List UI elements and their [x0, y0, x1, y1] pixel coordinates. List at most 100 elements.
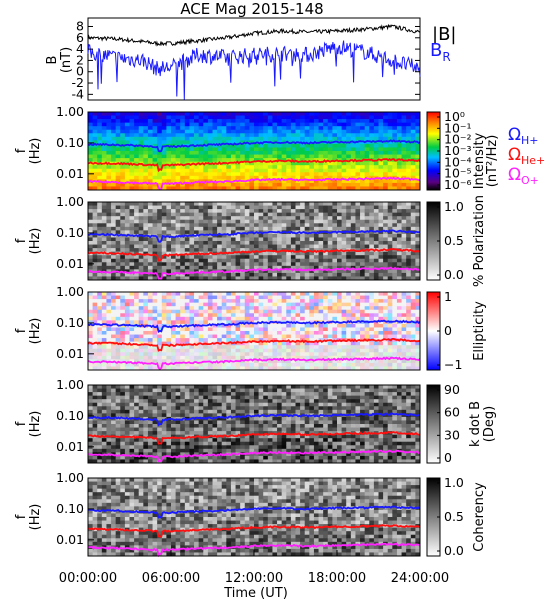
intensity-cell — [221, 119, 227, 124]
ellipticity-cell — [277, 309, 283, 314]
intensity-cell — [263, 129, 269, 134]
intensity-cell — [272, 115, 278, 120]
intensity-cell — [106, 112, 112, 116]
polarization-cell — [263, 241, 269, 245]
intensity-cell — [323, 112, 329, 116]
polarization-cell — [184, 244, 190, 249]
polarization-cell — [166, 244, 172, 249]
intensity-cell — [217, 133, 223, 138]
ellipticity-cell — [111, 292, 117, 296]
polarization-cell — [129, 226, 135, 231]
polarization-cell — [304, 258, 310, 263]
polarization-cell — [221, 262, 227, 267]
polarization-cell — [147, 272, 153, 277]
intensity-cell — [392, 122, 398, 127]
ellipticity-cell — [341, 323, 347, 328]
ellipticity-cell — [106, 362, 112, 367]
polarization-cell — [221, 265, 227, 270]
polarization-cell — [240, 272, 246, 277]
ellipticity-cell — [327, 316, 333, 321]
polarization-cell — [410, 237, 416, 242]
ellipticity-cell — [364, 341, 370, 346]
polarization-cell — [346, 237, 352, 242]
polarization-cell — [281, 241, 287, 245]
ellipticity-cell — [401, 327, 407, 332]
ellipticity-cell — [157, 306, 163, 311]
intensity-cell — [115, 122, 121, 127]
intensity-cell — [175, 126, 181, 131]
ellipticity-cell — [189, 309, 195, 314]
intensity-cell — [175, 112, 181, 116]
ellipticity-cell — [313, 352, 319, 357]
polarization-cell — [258, 248, 264, 253]
intensity-cell — [369, 186, 375, 191]
intensity-cell — [281, 112, 287, 116]
polarization-cell — [383, 230, 389, 235]
polarization-cell — [240, 216, 246, 221]
polarization-cell — [221, 223, 227, 228]
polarization-cell — [138, 255, 144, 260]
polarization-cell — [88, 233, 94, 238]
ellipticity-cell — [383, 292, 389, 296]
intensity-cell — [277, 172, 283, 177]
ellipticity-cell — [221, 316, 227, 321]
intensity-cell — [346, 143, 352, 148]
ellipticity-cell — [304, 362, 310, 367]
polarization-cell — [92, 209, 98, 214]
polarization-cell — [406, 202, 412, 206]
intensity-cell — [92, 165, 98, 170]
ellipticity-cell — [217, 338, 223, 343]
polarization-cell — [244, 272, 250, 277]
ellipticity-cbar-title: Ellipticity — [472, 301, 487, 361]
intensity-cell — [254, 119, 260, 124]
polarization-cell — [387, 219, 393, 224]
ellipticity-cell — [129, 352, 135, 357]
ellipticity-cell — [383, 352, 389, 357]
intensity-cell — [189, 182, 195, 187]
intensity-cell — [258, 136, 264, 141]
ellipticity-cell — [355, 323, 361, 328]
ellipticity-cell — [415, 341, 421, 346]
polarization-cell — [290, 241, 296, 245]
ellipticity-cell — [226, 345, 232, 350]
intensity-cell — [230, 133, 236, 138]
polarization-cell — [415, 237, 421, 242]
ellipticity-cell — [309, 366, 315, 371]
polarization-cell — [88, 244, 94, 249]
polarization-cell — [97, 241, 103, 245]
ellipticity-cell — [373, 309, 379, 314]
intensity-cell — [323, 119, 329, 124]
polarization-cell — [180, 226, 186, 231]
intensity-cell — [143, 133, 149, 138]
ellipticity-cell — [124, 331, 130, 335]
ellipticity-cell — [115, 362, 121, 367]
ellipticity-cell — [184, 362, 190, 367]
ellipticity-cell — [309, 338, 315, 343]
ellipticity-cell — [383, 366, 389, 371]
intensity-cell — [258, 165, 264, 170]
polarization-cell — [92, 219, 98, 224]
intensity-cell — [184, 140, 190, 145]
ellipticity-cell — [286, 331, 292, 335]
ellipticity-cell — [410, 299, 416, 304]
polarization-cell — [396, 230, 402, 235]
intensity-cell — [120, 140, 126, 145]
intensity-cell — [138, 165, 144, 170]
polarization-cell — [106, 202, 112, 206]
polarization-cell — [364, 226, 370, 231]
polarization-cell — [378, 219, 384, 224]
intensity-cell — [295, 119, 301, 124]
polarization-cell — [295, 265, 301, 270]
intensity-cell — [318, 112, 324, 116]
polarization-cell — [300, 265, 306, 270]
polarization-cell — [249, 251, 255, 256]
polarization-cell — [254, 244, 260, 249]
polarization-cell — [143, 226, 149, 231]
polarization-cell — [184, 248, 190, 253]
polarization-cell — [300, 226, 306, 231]
ellipticity-cell — [364, 313, 370, 318]
polarization-cell — [180, 219, 186, 224]
intensity-cell — [355, 129, 361, 134]
intensity-cell — [281, 168, 287, 173]
ellipticity-cell — [189, 327, 195, 332]
